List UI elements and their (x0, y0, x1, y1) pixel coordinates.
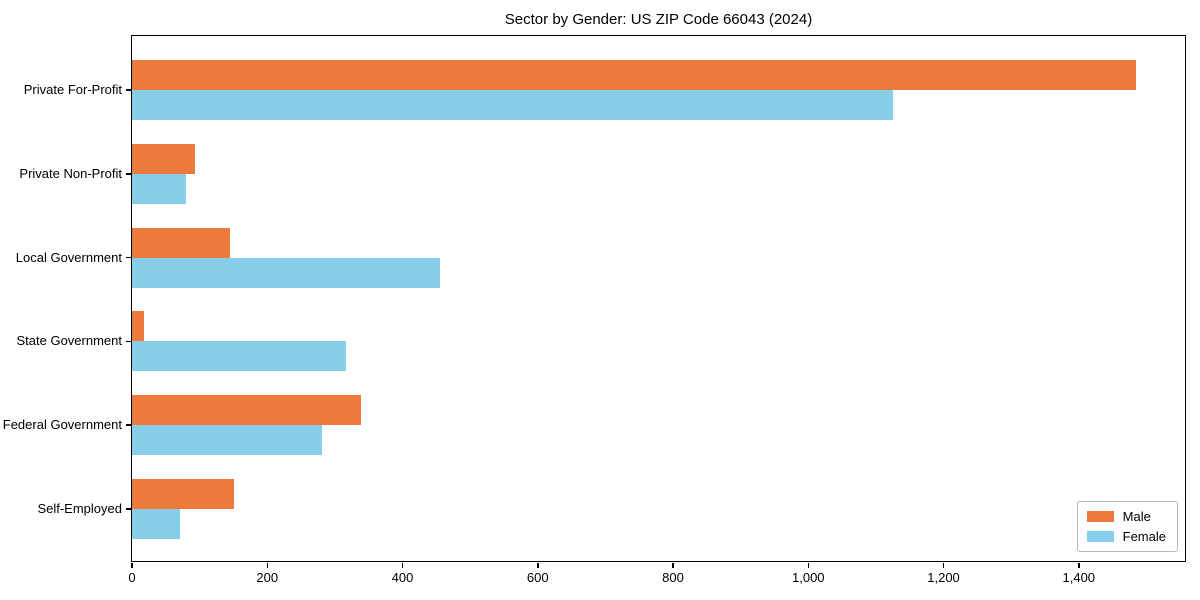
y-axis-label: Federal Government (2, 417, 122, 433)
x-axis: 0 200 400 600 800 1,000 1,200 1,400 (128, 36, 1185, 585)
plot-area: Private For-Profit Private Non-Profit Loca… (3, 35, 1186, 585)
x-tick-mark (401, 563, 404, 568)
x-tick-mark (942, 563, 945, 568)
bar-female-3 (132, 341, 347, 372)
x-axis-label: 200 (256, 570, 279, 585)
legend-label: Male (1122, 509, 1151, 524)
y-tick-mark (126, 508, 131, 510)
y-tick-mark (126, 424, 131, 426)
x-tick-mark (537, 563, 539, 568)
y-axis-label: Local Government (15, 249, 122, 265)
x-tick-mark (807, 563, 810, 568)
y-tick-mark (126, 256, 131, 259)
y-tick-mark (126, 340, 131, 343)
x-axis-label: 1,400 (1062, 570, 1096, 585)
legend-item: Male (1086, 509, 1166, 524)
x-axis-label: 1,200 (927, 570, 960, 585)
y-axis-label: State Government (16, 333, 123, 349)
x-axis-label: 0 (128, 570, 136, 585)
bars-layer (132, 36, 1185, 561)
x-axis-label: 1,000 (792, 570, 825, 585)
x-axis-label: 600 (526, 570, 549, 585)
legend: Male Female (1076, 501, 1178, 552)
bar-male-2 (132, 227, 231, 258)
x-tick-mark (672, 563, 674, 568)
x-tick-mark (1078, 563, 1080, 568)
legend-swatch-female (1086, 531, 1114, 542)
x-tick-mark (266, 563, 268, 568)
legend-label: Female (1122, 529, 1166, 544)
bar-female-4 (132, 425, 322, 456)
bar-female-0 (132, 90, 893, 120)
chart-title: Sector by Gender: US ZIP Code 66043 (202… (504, 11, 813, 28)
y-axis: Private For-Profit Private Non-Profit Loca… (3, 36, 1185, 561)
bar-male-3 (132, 311, 145, 342)
bar-male-1 (132, 143, 195, 174)
bar-female-5 (132, 509, 180, 539)
x-axis-label: 800 (662, 570, 684, 585)
legend-swatch-male (1086, 511, 1114, 522)
bar-male-4 (132, 395, 361, 426)
bar-female-2 (132, 257, 441, 288)
y-axis-label: Self-Employed (37, 501, 122, 516)
bar-male-0 (132, 60, 1137, 90)
x-tick-mark (131, 563, 133, 568)
bar-male-5 (132, 479, 235, 509)
y-axis-label: Private For-Profit (23, 82, 122, 97)
y-axis-label: Private Non-Profit (19, 165, 122, 181)
y-tick-mark (126, 89, 131, 91)
bar-female-1 (132, 173, 187, 204)
y-tick-mark (126, 173, 131, 175)
legend-item: Female (1086, 529, 1166, 544)
x-axis-label: 400 (391, 570, 414, 585)
